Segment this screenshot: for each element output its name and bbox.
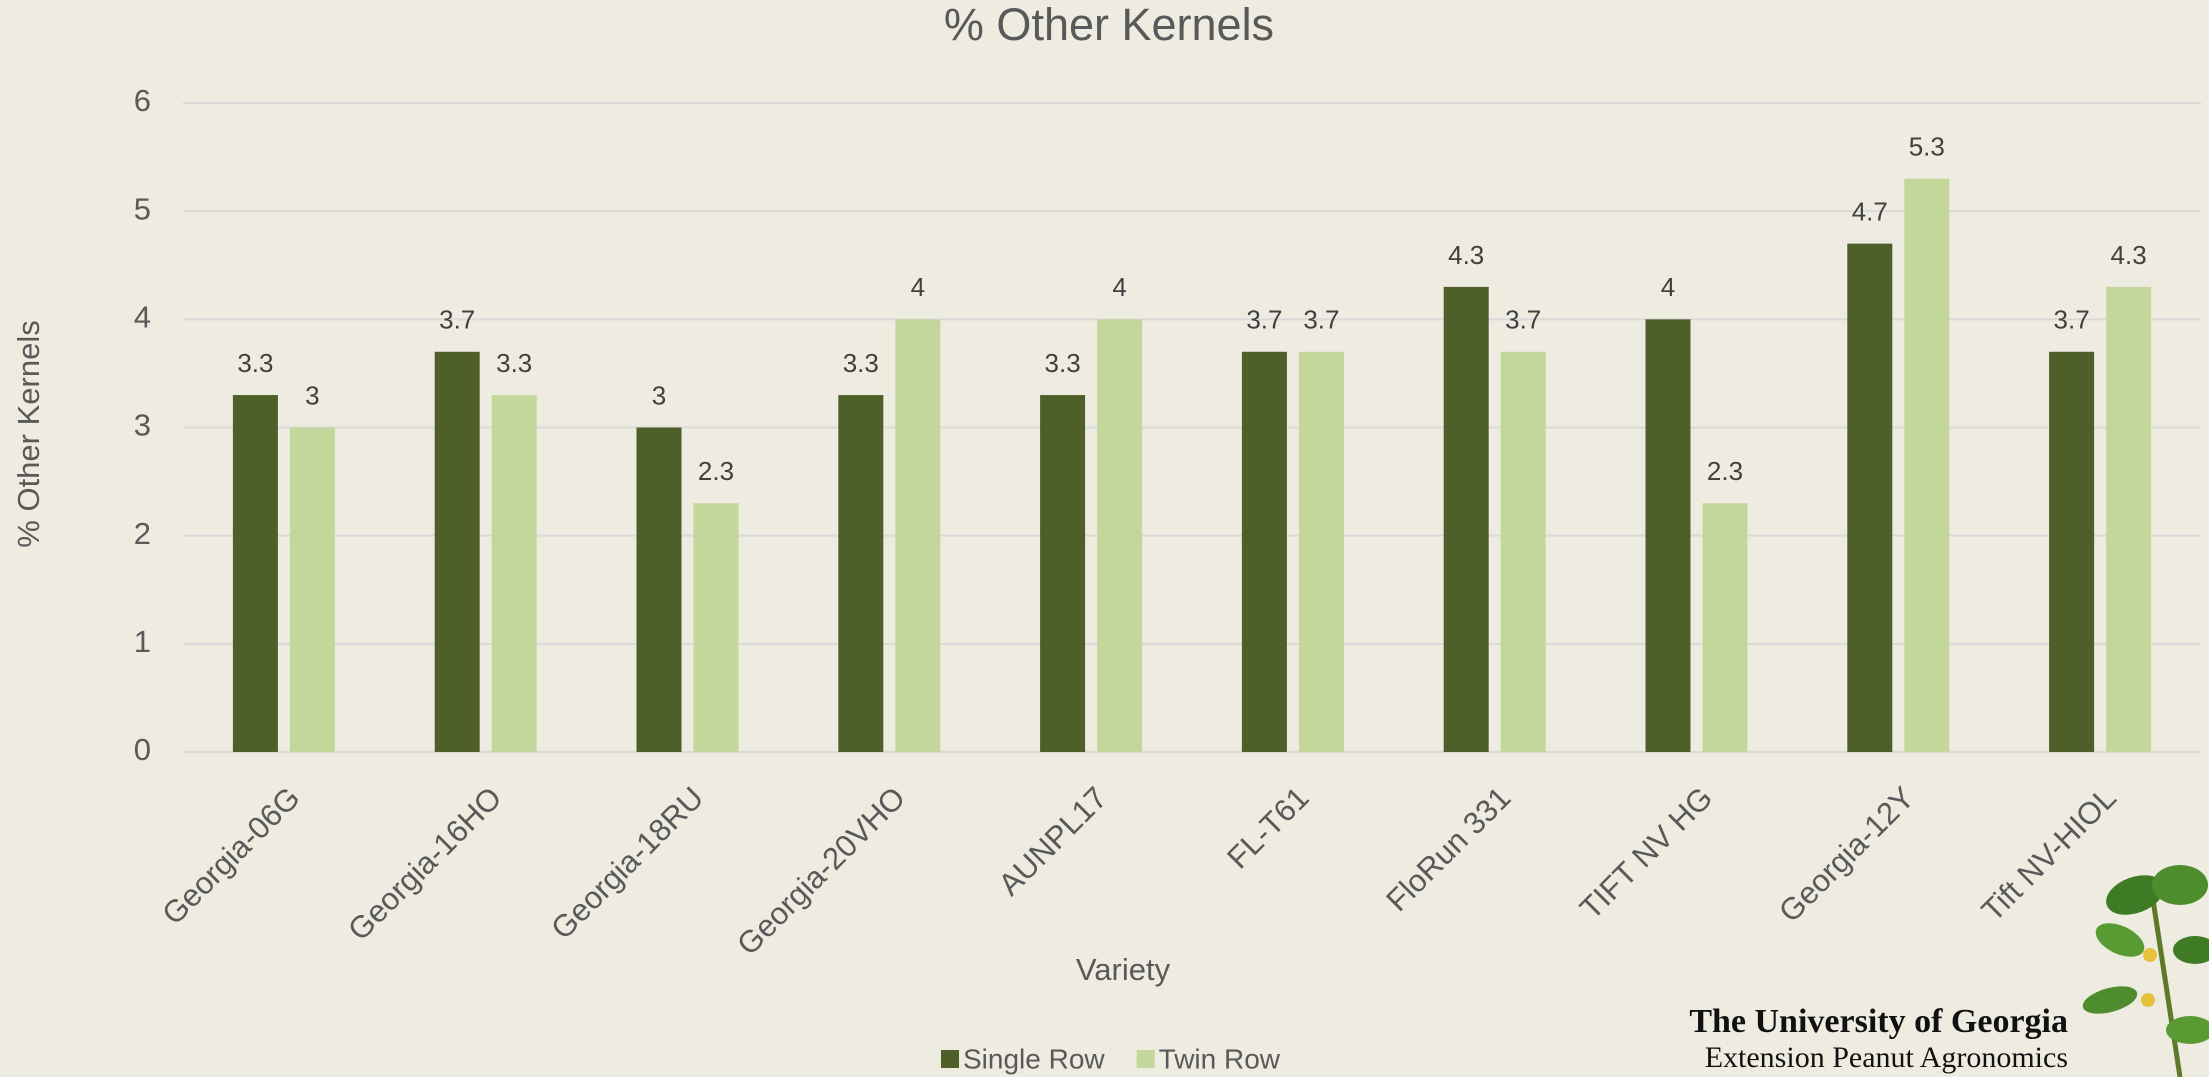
value-label: 3.3 [237,348,273,378]
bar [2106,287,2151,752]
y-tick-label: 2 [134,516,151,551]
x-tick-label: Georgia-16HO [341,780,508,947]
footer-title: The University of Georgia [1689,1003,2068,1040]
x-tick-label: Georgia-06G [155,780,306,931]
bar [1299,352,1344,752]
value-label: 3.3 [843,348,879,378]
bar [637,428,682,753]
chart-title: % Other Kernels [944,0,1274,50]
legend-swatch [1137,1050,1155,1068]
bar [1097,319,1142,752]
value-label: 4.3 [2111,240,2147,270]
y-tick-label: 1 [134,624,151,659]
value-label: 2.3 [698,456,734,486]
x-tick-label: FL-T61 [1220,780,1315,875]
value-label: 3.7 [1303,305,1339,335]
x-tick-label: Georgia-18RU [544,780,710,946]
bar [694,503,739,752]
x-tick-label: AUNPL17 [992,780,1114,902]
bar [233,395,278,752]
bar [1847,244,1892,752]
x-tick-label: TIFT NV HG [1573,780,1719,926]
legend-label: Single Row [963,1043,1105,1074]
bar [838,395,883,752]
y-tick-label: 5 [134,191,151,226]
y-tick-label: 0 [134,732,151,767]
value-label: 4 [911,272,925,302]
page: {"chart_data": {"type": "bar", "title": … [0,0,2209,1077]
bar [435,352,480,752]
bar [1703,503,1748,752]
value-label: 3.7 [1505,305,1541,335]
y-tick-label: 4 [134,300,151,335]
value-label: 4 [1661,272,1675,302]
value-label: 4.7 [1852,196,1888,226]
bar [1646,319,1691,752]
x-axis-title: Variety [1076,952,1171,987]
value-label: 4.3 [1448,240,1484,270]
x-tick-label: FloRun 331 [1379,780,1517,918]
value-label: 3.7 [2054,305,2090,335]
y-axis-title: % Other Kernels [11,320,46,547]
bar [1444,287,1489,752]
legend-swatch [941,1050,959,1068]
bar [1501,352,1546,752]
bar [290,428,335,753]
value-label: 2.3 [1707,456,1743,486]
y-tick-label: 6 [134,83,151,118]
bar [895,319,940,752]
y-tick-label: 3 [134,408,151,443]
value-label: 3 [305,380,319,410]
bar [2049,352,2094,752]
value-label: 3.3 [496,348,532,378]
bar [1904,179,1949,752]
value-label: 5.3 [1909,132,1945,162]
value-label: 4 [1112,272,1126,302]
legend-label: Twin Row [1159,1043,1281,1074]
x-tick-label: Georgia-20VHO [730,780,912,962]
x-tick-label: Georgia-12Y [1772,780,1921,929]
bar [1040,395,1085,752]
x-tick-label: Tift NV-HIOL [1975,780,2123,928]
bar [1242,352,1287,752]
bar [492,395,537,752]
footer-subtitle: Extension Peanut Agronomics [1705,1041,2068,1074]
value-label: 3 [652,380,666,410]
chart: % Other Kernels Variety % Other Kernels … [0,0,2209,1077]
plant-decoration [2080,865,2209,1077]
value-label: 3.7 [1246,305,1282,335]
value-label: 3.7 [439,305,475,335]
value-label: 3.3 [1045,348,1081,378]
